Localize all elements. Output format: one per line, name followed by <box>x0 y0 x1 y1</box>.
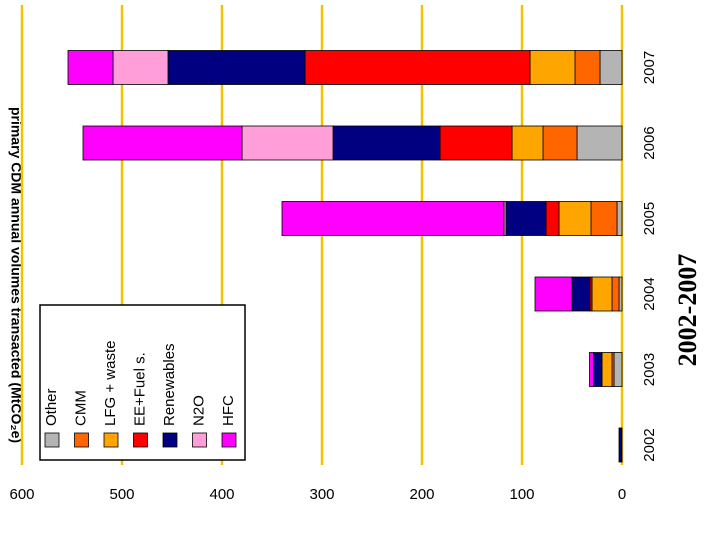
y-tick-label: 600 <box>9 486 34 503</box>
bar-segment <box>542 125 578 161</box>
bar-segment <box>241 125 334 161</box>
bar-segment <box>167 50 306 85</box>
bar-segment <box>589 352 594 387</box>
x-tick-label: 2004 <box>641 277 658 310</box>
bar-segment <box>82 125 243 161</box>
x-tick-label: 2003 <box>641 353 658 386</box>
x-tick-label: 2007 <box>641 51 658 84</box>
x-tick-label: 2002 <box>641 428 658 461</box>
bar-segment <box>616 201 623 236</box>
legend-swatch <box>162 432 178 448</box>
bar-segment <box>112 50 169 85</box>
legend-label: LFG + waste <box>102 341 119 426</box>
bar-segment <box>601 352 613 387</box>
bar-segment <box>576 125 623 161</box>
bar-segment <box>571 276 591 312</box>
bar-segment <box>534 276 573 312</box>
legend-box <box>39 304 246 461</box>
x-tick-label: 2005 <box>641 202 658 235</box>
y-tick-label: 400 <box>209 486 234 503</box>
bar-segment <box>558 201 592 236</box>
bar-segment <box>67 50 114 85</box>
bar-segment <box>574 50 601 85</box>
y-tick-label: 300 <box>309 486 334 503</box>
y-axis-label: primary CDM annual volumes transacted (M… <box>8 107 24 443</box>
bar-segment <box>590 201 618 236</box>
bar-segment <box>593 352 602 387</box>
legend-swatch <box>133 432 148 448</box>
bar-segment <box>613 352 623 387</box>
legend-label: EE+Fuel s. <box>131 352 148 426</box>
bar-segment <box>599 50 623 85</box>
legend-label: CMM <box>72 390 89 426</box>
bar-segment <box>611 276 620 312</box>
y-tick-label: 200 <box>409 486 434 503</box>
bar-segment <box>618 276 623 312</box>
bar-segment <box>332 125 441 161</box>
bar-segment <box>529 50 576 85</box>
legend-label: Renewables <box>161 343 178 426</box>
bar-segment <box>439 125 513 161</box>
legend-label: Other <box>43 388 60 426</box>
legend-swatch <box>192 432 207 448</box>
legend-swatch <box>103 432 119 448</box>
bar-segment <box>281 201 505 236</box>
legend-swatch <box>74 432 89 448</box>
bar-segment <box>618 427 623 463</box>
y-tick-label: 500 <box>109 486 134 503</box>
x-tick-label: 2006 <box>641 126 658 159</box>
rotated-chart: primary CDM annual volumes transacted (M… <box>8 5 702 503</box>
legend-label: N2O <box>190 395 207 426</box>
chart-title: 2002-2007 <box>673 254 702 367</box>
y-tick-label: 0 <box>618 486 626 503</box>
bar-segment <box>591 276 613 312</box>
bar-segment <box>505 201 547 236</box>
legend-swatch <box>221 432 237 448</box>
bar-segment <box>545 201 560 236</box>
legend-label: HFC <box>220 395 237 426</box>
bar-segment <box>511 125 544 161</box>
y-tick-label: 100 <box>509 486 534 503</box>
legend-swatch <box>44 432 60 448</box>
bar-segment <box>304 50 531 85</box>
